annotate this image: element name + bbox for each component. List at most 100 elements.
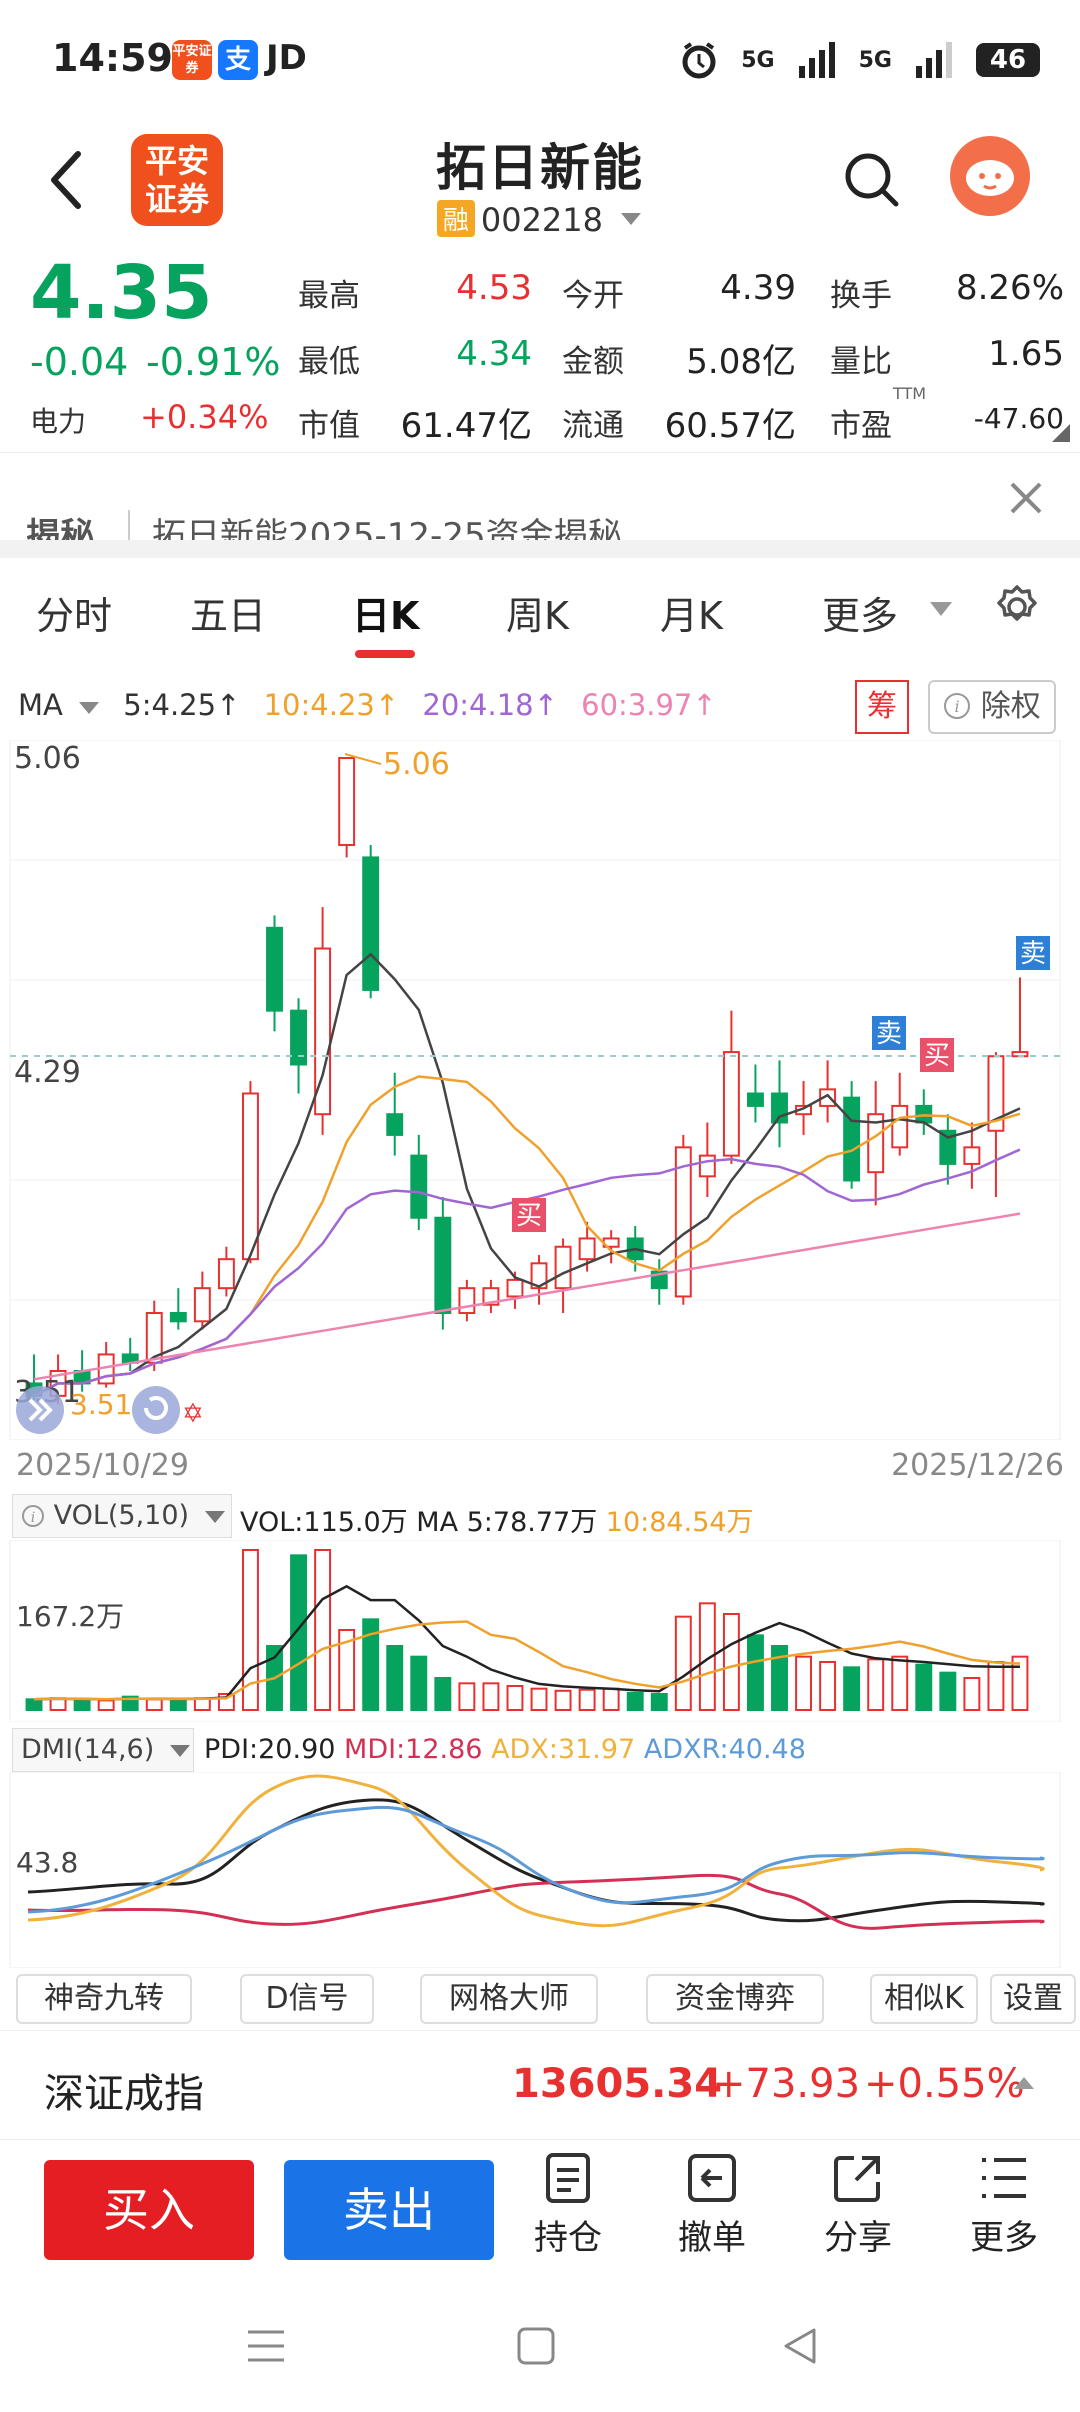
info-icon: i bbox=[22, 1505, 44, 1527]
index-bar[interactable]: 深证成指 13605.34 +73.93 +0.55% bbox=[0, 2030, 1080, 2140]
tab-more[interactable]: 更多 bbox=[822, 594, 899, 638]
tab-wuri[interactable]: 五日 bbox=[190, 594, 267, 638]
quote-value: 60.57亿 bbox=[664, 406, 796, 446]
quote-label: 今开 bbox=[562, 278, 624, 314]
ma-legend[interactable]: MA 5:4.25↑ 10:4.23↑ 20:4.18↑ 60:3.97↑ bbox=[18, 688, 717, 722]
tab-fenshi[interactable]: 分时 bbox=[36, 594, 113, 638]
cancel-order-label: 撤单 bbox=[678, 2218, 746, 2258]
ma5-value: 5:4.25↑ bbox=[123, 688, 241, 722]
share-button[interactable]: 分享 bbox=[808, 2152, 908, 2259]
kline-candle bbox=[746, 1064, 764, 1123]
volume-bar bbox=[434, 1677, 452, 1711]
volume-bar bbox=[867, 1658, 885, 1712]
gear-icon[interactable] bbox=[994, 584, 1040, 630]
quote-label: 市值 bbox=[298, 408, 360, 444]
kline-candle bbox=[266, 915, 283, 1032]
chip-fund-game[interactable]: 资金博弈 bbox=[646, 1974, 824, 2024]
chips-button[interactable]: 筹 bbox=[855, 680, 909, 734]
chip-d-signal[interactable]: D信号 bbox=[240, 1974, 374, 2024]
close-icon[interactable] bbox=[1008, 480, 1044, 516]
volume-bars bbox=[9, 1540, 1061, 1722]
volume-bar bbox=[386, 1645, 404, 1711]
quote-label: 量比 bbox=[830, 344, 892, 380]
expand-corner-icon[interactable] bbox=[1052, 424, 1070, 442]
kline-ymid-label: 4.29 bbox=[14, 1055, 81, 1090]
quote-label: 最高 bbox=[298, 278, 360, 314]
signal-sell-2-label: 卖 bbox=[1020, 939, 1046, 969]
signal-sell-1-label: 卖 bbox=[876, 1019, 902, 1049]
volume-bar bbox=[674, 1615, 692, 1711]
volume-chart[interactable]: 167.2万 bbox=[0, 1540, 1080, 1722]
back-nav-icon[interactable] bbox=[780, 2326, 820, 2366]
signal-icon bbox=[798, 42, 835, 78]
volume-bar bbox=[73, 1698, 91, 1711]
signal-buy-2-label: 买 bbox=[924, 1041, 950, 1071]
chip-settings[interactable]: 设置 bbox=[990, 1974, 1076, 2024]
share-icon bbox=[834, 2156, 880, 2202]
buy-button[interactable]: 买入 bbox=[44, 2160, 254, 2260]
kline-candle bbox=[843, 1081, 861, 1189]
home-nav-icon[interactable] bbox=[516, 2326, 556, 2366]
cancel-order-button[interactable]: 撤单 bbox=[662, 2152, 762, 2259]
volume-bar bbox=[795, 1655, 813, 1711]
dmi-ylabel: 43.8 bbox=[16, 1846, 78, 1879]
section-separator bbox=[0, 540, 1080, 558]
kline-candle bbox=[987, 1052, 1005, 1198]
menu-nav-icon[interactable] bbox=[246, 2326, 286, 2366]
chart-nav-left-icon[interactable] bbox=[16, 1386, 64, 1434]
kline-candle bbox=[915, 1089, 933, 1135]
holdings-button[interactable]: 持仓 bbox=[518, 2152, 618, 2259]
volume-bar bbox=[843, 1666, 861, 1712]
kline-chart[interactable]: 5.06 4.29 3.51 5.06 3.51 买 卖 买 卖 ✡ bbox=[0, 740, 1080, 1440]
kline-candle bbox=[1011, 977, 1029, 1058]
volume-bar bbox=[410, 1655, 428, 1711]
volume-bar bbox=[314, 1549, 332, 1711]
signal-buy-1: 买 bbox=[512, 1198, 546, 1232]
chip-nine-turns[interactable]: 神奇九转 bbox=[16, 1974, 192, 2024]
volume-bar bbox=[506, 1685, 524, 1711]
alarm-icon bbox=[682, 42, 716, 79]
kline-candle bbox=[771, 1060, 788, 1148]
kline-candle bbox=[819, 1060, 837, 1123]
volume-bar bbox=[290, 1554, 308, 1712]
ma60-line bbox=[33, 1212, 1021, 1381]
broker-logo: 平安证券 bbox=[131, 134, 223, 226]
kline-candle bbox=[290, 998, 308, 1094]
tab-yuek[interactable]: 月K bbox=[660, 594, 723, 638]
tab-zhouk[interactable]: 周K bbox=[506, 594, 569, 638]
dmi-chart[interactable]: 43.8 bbox=[0, 1772, 1080, 1968]
volume-bar bbox=[25, 1698, 43, 1711]
volume-bar bbox=[746, 1634, 764, 1711]
star-icon[interactable]: ✡ bbox=[182, 1399, 204, 1429]
dmi-selector[interactable]: DMI(14,6) bbox=[12, 1728, 194, 1772]
volume-bar bbox=[338, 1629, 356, 1711]
chart-nav-reset-icon[interactable] bbox=[132, 1386, 180, 1434]
tab-rik[interactable]: 日K bbox=[352, 594, 420, 638]
volume-bar bbox=[987, 1661, 1005, 1711]
chip-grid-master[interactable]: 网格大师 bbox=[420, 1974, 598, 2024]
kline-candle bbox=[554, 1238, 572, 1314]
signal-icon-2 bbox=[916, 42, 952, 78]
back-arrow-icon[interactable] bbox=[46, 148, 86, 212]
vol-selector[interactable]: i VOL(5,10) bbox=[12, 1494, 232, 1538]
kline-candle bbox=[169, 1288, 187, 1330]
signal-5g-label: 5G bbox=[741, 47, 775, 73]
search-icon[interactable] bbox=[842, 150, 902, 210]
assistant-avatar-icon[interactable] bbox=[950, 136, 1030, 216]
index-value: 13605.34 bbox=[512, 2061, 723, 2107]
more-button[interactable]: 更多 bbox=[954, 2152, 1054, 2259]
alipay-app-icon: 支 bbox=[218, 40, 258, 80]
signal-sell-2: 卖 bbox=[1016, 936, 1050, 970]
ex-rights-button[interactable]: i 除权 bbox=[928, 680, 1056, 734]
info-icon: i bbox=[944, 693, 971, 719]
kline-candles bbox=[25, 757, 1029, 1405]
volume-bar bbox=[963, 1677, 981, 1711]
volume-bar bbox=[698, 1602, 716, 1711]
kline-candle bbox=[939, 1114, 957, 1185]
volume-bar bbox=[626, 1691, 644, 1711]
kline-candle bbox=[338, 757, 356, 858]
stock-code-line[interactable]: 融 002218 bbox=[0, 200, 1080, 239]
signal-buy-2: 买 bbox=[920, 1038, 954, 1072]
sell-button[interactable]: 卖出 bbox=[284, 2160, 494, 2260]
chip-similar-k[interactable]: 相似K bbox=[870, 1974, 978, 2024]
